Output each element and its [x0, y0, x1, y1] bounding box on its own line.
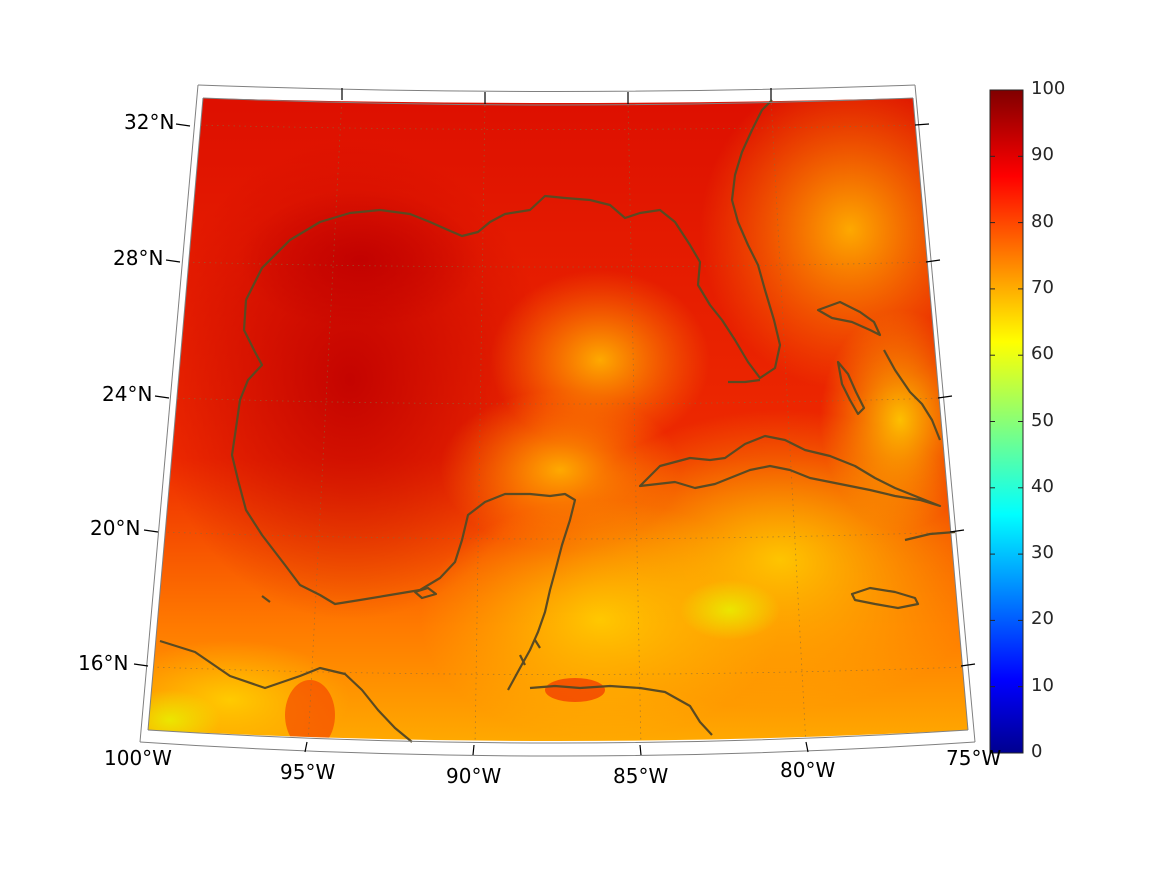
pacific-coast — [159, 639, 413, 743]
data-field — [148, 98, 968, 741]
lon-label-80w: 80°W — [780, 758, 836, 782]
bahamas-andros — [836, 360, 866, 416]
lon-label-100w: 100°W — [104, 746, 172, 770]
graticule — [151, 98, 966, 741]
bahamas-north — [816, 300, 882, 337]
gulf-west-coast — [230, 299, 577, 691]
lat-label-32n: 32°N — [124, 110, 175, 134]
yucatan-isle — [413, 586, 438, 600]
frame-ticks — [133, 88, 976, 756]
gulf-coast — [245, 99, 782, 380]
lon-label-75w: 75°W — [946, 746, 1002, 770]
colorbar — [989, 89, 1024, 754]
lat-label-24n: 24°N — [102, 382, 153, 406]
lon-label-90w: 90°W — [446, 764, 502, 788]
florida-keys — [728, 378, 761, 384]
map-frame — [139, 84, 976, 757]
hispaniola-tip — [904, 530, 956, 542]
bahamas-east — [883, 349, 942, 441]
cuba — [638, 434, 942, 508]
mexico-isle — [261, 595, 271, 603]
lon-label-85w: 85°W — [613, 764, 669, 788]
belize-cays — [519, 639, 541, 666]
lat-label-28n: 28°N — [113, 246, 164, 270]
jamaica — [850, 586, 920, 610]
colorbar-ticks — [990, 89, 1023, 754]
lat-label-20n: 20°N — [90, 516, 141, 540]
coastlines — [159, 99, 956, 743]
lon-label-95w: 95°W — [280, 760, 336, 784]
lat-label-16n: 16°N — [78, 651, 129, 675]
central-america-coast — [529, 684, 713, 736]
